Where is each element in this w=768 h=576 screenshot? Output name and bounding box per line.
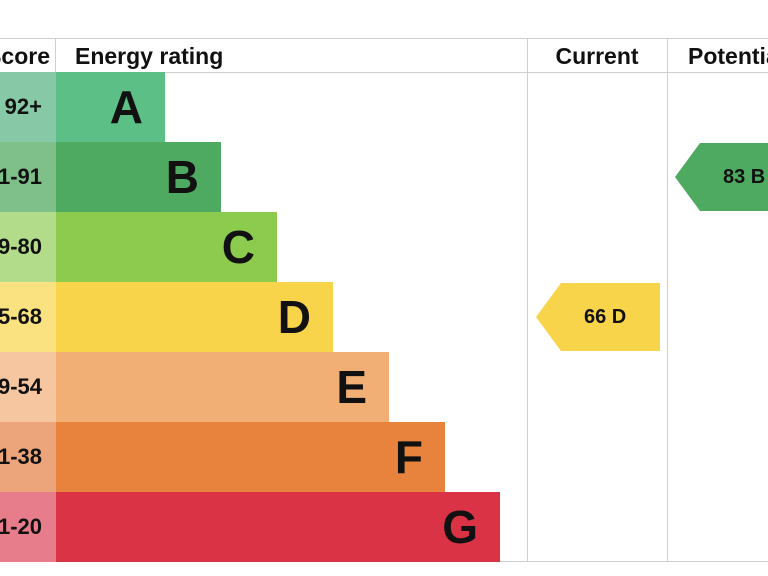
header-divider [0,72,768,73]
band-letter-b: B [165,151,199,203]
score-range-b: 81-91 [0,142,56,212]
potential-header: Potential [688,43,768,69]
current-arrow-shape [536,283,660,351]
current-rating-label: 66 D [584,306,627,328]
band-letter-d: D [277,291,311,343]
band-letter-e: E [336,361,367,413]
band-letter-f: F [394,431,423,483]
band-bar-f: F [56,422,445,492]
potential-rating-label: 83 B [723,166,766,188]
energy-rating-header: Energy rating [75,43,224,69]
score-range-f: 21-38 [0,422,56,492]
score-header: Score [0,43,50,69]
band-bar-g: G [56,492,500,562]
score-column-divider [55,38,56,72]
band-bar-d: D [56,282,333,352]
band-bar-b: B [56,142,221,212]
potential-rating-arrow: 83 B [675,143,768,211]
current-column-right-divider [667,38,668,562]
score-range-e: 39-54 [0,352,56,422]
current-header: Current [555,43,639,69]
band-letter-g: G [442,501,478,553]
band-bar-c: C [56,212,277,282]
band-bar-a: A [56,72,165,142]
score-range-d: 55-68 [0,282,56,352]
top-border [0,38,768,39]
current-column-left-divider [527,38,528,562]
band-letter-c: C [221,221,255,273]
band-bar-e: E [56,352,389,422]
band-letter-a: A [109,81,143,133]
score-range-g: 1-20 [0,492,56,562]
score-range-c: 69-80 [0,212,56,282]
current-rating-arrow: 66 D [536,283,660,351]
score-range-a: 92+ [0,72,56,142]
